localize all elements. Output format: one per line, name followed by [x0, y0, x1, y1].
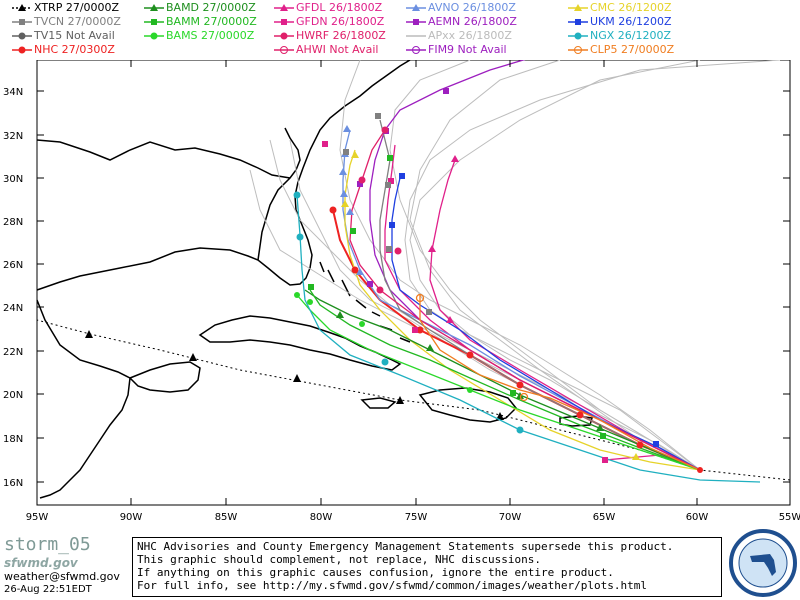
coastlines [36, 59, 593, 499]
legend-swatch-icon [274, 4, 294, 11]
legend-swatch-icon [144, 4, 164, 11]
sfwmd-logo-text: sfwmd.gov [4, 556, 78, 570]
legend-label: TVCN 27/0000Z [34, 15, 121, 28]
sfwmd-seal-logo [729, 529, 797, 597]
legend-label: BAMD 27/0000Z [166, 1, 256, 14]
legend-swatch-icon [274, 19, 294, 25]
disclaimer-line: If anything on this graphic causes confu… [137, 566, 614, 579]
disclaimer-line: NHC Advisories and County Emergency Mana… [137, 540, 674, 553]
contact-email[interactable]: weather@sfwmd.gov [4, 570, 120, 583]
bamm-track [309, 289, 701, 471]
longitude-label: 80W [310, 512, 333, 523]
latitude-label: 28N [3, 217, 23, 228]
legend-label: BAMS 27/0000Z [166, 29, 255, 42]
bahamas [319, 261, 411, 343]
bams-track [296, 294, 701, 471]
jamaica [360, 397, 397, 409]
disclaimer-line[interactable]: For full info, see http://my.sfwmd.gov/s… [137, 579, 647, 592]
cuba [198, 315, 402, 371]
yucatan [128, 361, 201, 393]
legend-swatch-icon [568, 46, 588, 54]
latitude-label: 20N [3, 390, 23, 401]
us-coastline [36, 59, 411, 291]
legend-swatch-icon [568, 4, 588, 11]
disclaimer-line: This graphic should complement, not repl… [137, 553, 541, 566]
clp5-track [419, 295, 701, 471]
latitude-label: 30N [3, 174, 23, 185]
longitude-axis: 95W 90W 85W 80W 75W 70W 65W 60W 55W [26, 60, 800, 523]
model-tracks [296, 57, 761, 483]
model-legend: XTRP 27/0000Z BAMD 27/0000Z GFDL 26/1800Z A… [0, 0, 800, 60]
longitude-label: 55W [779, 512, 800, 523]
legend-label: HWRF 26/1800Z [296, 29, 386, 42]
legend-swatch-icon [568, 32, 588, 40]
legend-label: AEMN 26/1800Z [428, 15, 517, 28]
longitude-label: 70W [499, 512, 522, 523]
legend-label: NGX 26/1200Z [590, 29, 672, 42]
legend-label: GFDN 26/1800Z [296, 15, 385, 28]
longitude-label: 85W [215, 512, 238, 523]
legend-swatch-icon [274, 32, 294, 40]
legend-swatch-icon [144, 19, 164, 25]
legend-label: TV15 Not Avail [34, 29, 115, 42]
legend-label: UKM 26/1200Z [590, 15, 672, 28]
latitude-label: 26N [3, 260, 23, 271]
legend-swatch-icon [12, 32, 32, 40]
mexico-coast [36, 299, 131, 499]
legend-label: AHWI Not Avail [296, 43, 379, 56]
legend-swatch-icon [12, 46, 32, 54]
legend-swatch-icon [12, 19, 32, 25]
latitude-label: 16N [3, 478, 23, 489]
legend-swatch-icon [406, 19, 426, 25]
longitude-label: 65W [593, 512, 616, 523]
latitude-label: 24N [3, 303, 23, 314]
map-frame [36, 59, 791, 506]
bamd-track [304, 289, 701, 471]
longitude-label: 90W [120, 512, 143, 523]
longitude-label: 60W [686, 512, 709, 523]
legend-label: FIM9 Not Avail [428, 43, 507, 56]
ngx-track [296, 194, 761, 483]
latitude-label: 18N [3, 434, 23, 445]
legend-label: CLP5 27/0000Z [590, 43, 675, 56]
legend-swatch-icon [406, 46, 426, 54]
gulf-coast-north [36, 139, 291, 179]
legend-label: GFDL 26/1800Z [296, 1, 383, 14]
legend-label: APxx 26/1800Z [428, 29, 512, 42]
longitude-label: 95W [26, 512, 49, 523]
timestamp: 26-Aug 22:51EDT [4, 584, 92, 595]
legend-swatch-icon [406, 35, 426, 37]
hispaniola [418, 387, 518, 423]
legend-label: NHC 27/0300Z [34, 43, 115, 56]
latitude-label: 32N [3, 131, 23, 142]
track-markers [293, 88, 703, 473]
xtrp-track [36, 319, 791, 481]
latitude-label: 34N [3, 87, 23, 98]
legend-label: BAMM 27/0000Z [166, 15, 257, 28]
florida-west-coast [257, 127, 301, 261]
longitude-label: 75W [405, 512, 428, 523]
gfdl-track [429, 159, 701, 471]
legend-label: XTRP 27/0000Z [34, 1, 120, 14]
disclaimer-box: NHC Advisories and County Emergency Mana… [132, 537, 722, 597]
brand-label: storm_05 [4, 534, 91, 555]
legend-label: AVNO 26/1800Z [428, 1, 516, 14]
legend-swatch-icon [568, 19, 588, 25]
legend-label: CMC 26/1200Z [590, 1, 672, 14]
legend-swatch-icon [406, 4, 426, 11]
latitude-axis: 34N 32N 30N 28N 26N 24N 22N 20N 18N 16N [3, 87, 790, 489]
latitude-label: 22N [3, 347, 23, 358]
legend-swatch-icon [144, 32, 164, 40]
legend-swatch-icon [274, 46, 294, 54]
legend-swatch-icon [12, 4, 32, 11]
